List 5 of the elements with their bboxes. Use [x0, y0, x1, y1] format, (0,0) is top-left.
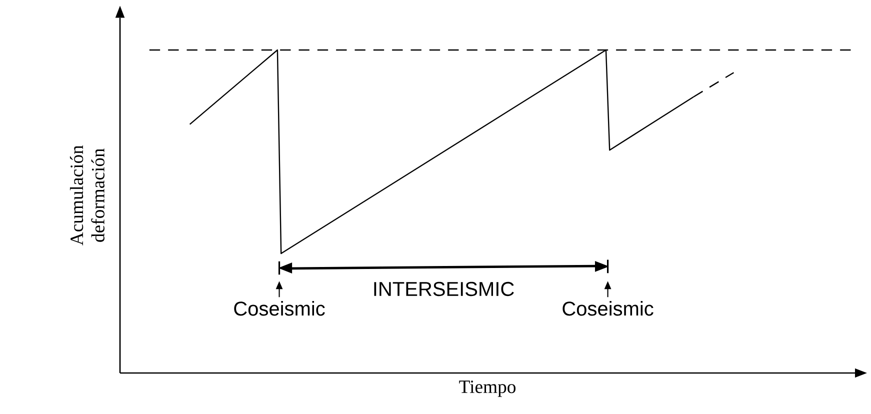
x-axis-title: Tiempo	[459, 380, 516, 397]
y-axis-title: Acumulación deformación	[70, 145, 104, 246]
annotation: Coseismic	[234, 301, 325, 316]
annotation: Coseismic	[562, 301, 654, 316]
annotation: INTERSEISMIC	[374, 282, 514, 296]
